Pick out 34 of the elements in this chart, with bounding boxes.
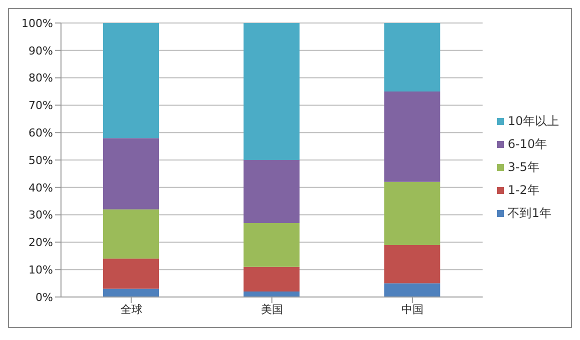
x-tick-label: 全球 (120, 302, 142, 316)
legend-label: 10年以上 (508, 112, 559, 130)
bar (103, 138, 159, 210)
y-tick-label: 20% (28, 236, 53, 250)
y-tick-label: 80% (28, 72, 53, 85)
legend-label: 6-10年 (508, 136, 547, 152)
bar (384, 283, 440, 297)
bar (384, 92, 440, 182)
legend-label: 3-5年 (508, 158, 540, 176)
y-tick-label: 70% (28, 99, 53, 112)
bar (244, 223, 300, 267)
bar (103, 209, 159, 259)
y-tick-label: 30% (28, 208, 53, 222)
bar (103, 288, 159, 297)
y-tick-label: 0% (36, 290, 53, 304)
bar (103, 258, 159, 289)
x-tick-label: 中国 (401, 302, 424, 316)
bar (244, 266, 300, 292)
bar (384, 23, 440, 92)
y-tick-label: 10% (28, 264, 53, 277)
x-tick-label: 美国 (260, 302, 283, 316)
y-tick-label: 50% (28, 154, 53, 167)
bar (244, 160, 300, 224)
bar (244, 292, 300, 297)
y-tick-label: 60% (28, 126, 53, 140)
legend-label: 不到1年 (508, 204, 552, 222)
bar (384, 244, 440, 284)
y-tick-label: 100% (22, 16, 53, 30)
y-tick-label: 90% (28, 44, 53, 58)
bar (384, 182, 440, 245)
bar (103, 23, 159, 138)
y-tick-label: 40% (28, 181, 53, 194)
bar (244, 23, 300, 160)
legend-label: 1-2年 (508, 182, 540, 198)
